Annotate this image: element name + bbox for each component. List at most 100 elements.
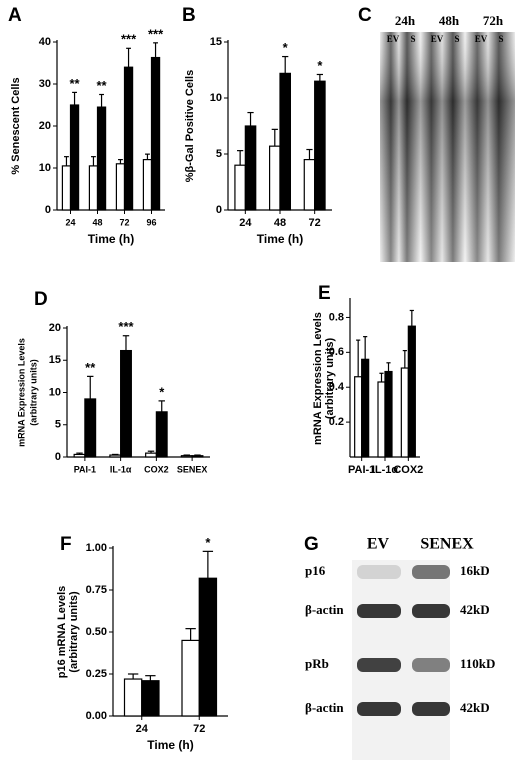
y-axis-label: % Senescent Cells — [10, 77, 22, 174]
size-label: 110kD — [460, 656, 495, 671]
y-tick-label: 0.75 — [86, 584, 107, 596]
bar — [354, 376, 363, 458]
x-tick-label: 48 — [274, 217, 286, 229]
x-tick-label: SENEX — [177, 464, 208, 474]
x-tick-label: IL-1α — [372, 464, 399, 476]
bar — [145, 452, 157, 458]
y-tick-label: 10 — [49, 386, 61, 398]
bar — [191, 455, 204, 458]
blot-band — [357, 702, 401, 716]
x-axis-label: Time (h) — [257, 232, 303, 246]
chart: B 0 5 10 15 24 48 * 72 * Time (h) %β-Gal Positive C… — [182, 5, 332, 246]
y-tick-label: 10 — [39, 162, 51, 174]
x-tick-label: COX2 — [144, 464, 169, 474]
significance: ** — [96, 78, 107, 93]
bar — [377, 381, 386, 458]
y-tick-label: 0 — [55, 451, 61, 463]
significance: ** — [69, 76, 80, 91]
significance: *** — [121, 32, 137, 47]
blot-band — [412, 604, 450, 618]
y-axis-label: (arbitrary units) — [68, 591, 80, 673]
x-tick-label: 72 — [193, 723, 205, 735]
y-tick-label: 15 — [210, 36, 222, 48]
chart: F 0.00 0.25 0.50 0.75 1.00 24 72 * Time (h) p16 mR… — [56, 534, 228, 752]
chart: A 0 10 20 30 40 24 ** 48 ** 72 *** 96 *** Time (h) % Se… — [8, 5, 165, 246]
row-label: p16 — [305, 563, 326, 578]
y-axis-label: p16 mRNA Levels — [56, 586, 68, 679]
bar — [120, 349, 132, 458]
x-axis-label: Time (h) — [88, 232, 134, 246]
bar — [384, 370, 393, 458]
significance: * — [159, 384, 165, 399]
lane-label: EV — [475, 34, 488, 44]
x-tick-label: 24 — [65, 217, 75, 227]
bar — [123, 678, 143, 717]
panel-label: D — [34, 289, 48, 310]
y-axis-label: mRNA Expression Levels — [312, 312, 324, 445]
bar — [155, 411, 168, 458]
x-tick-label: 24 — [136, 723, 149, 735]
bar — [73, 453, 86, 458]
y-tick-label: 0.2 — [329, 416, 344, 428]
x-tick-label: 48 — [92, 217, 102, 227]
panel-label: C — [358, 5, 372, 26]
bar — [109, 454, 122, 458]
x-tick-label: 72 — [309, 217, 321, 229]
y-tick-label: 10 — [210, 92, 222, 104]
y-tick-label: 0.50 — [86, 626, 107, 638]
row-label: pRb — [305, 656, 329, 671]
x-tick-label: 24 — [239, 217, 252, 229]
y-axis-label: %β-Gal Positive Cells — [184, 70, 196, 182]
x-tick-label: IL-1α — [110, 464, 132, 474]
time-label: 48h — [439, 13, 460, 28]
x-tick-label: PAI-1 — [348, 464, 375, 476]
blot-band — [357, 604, 401, 618]
size-label: 16kD — [460, 563, 490, 578]
bar — [96, 106, 107, 211]
y-tick-label: 5 — [216, 148, 222, 160]
lane-label: S — [498, 34, 503, 44]
y-tick-label: 0.25 — [86, 668, 107, 680]
bar — [142, 159, 153, 211]
panel-label: A — [8, 5, 22, 26]
size-label: 42kD — [460, 602, 490, 617]
group-label: SENEX — [420, 536, 474, 553]
lane-label: S — [454, 34, 459, 44]
blot-band — [412, 702, 450, 716]
time-label: 24h — [395, 13, 416, 28]
bar — [244, 125, 257, 211]
gel-image — [380, 32, 515, 262]
bar — [198, 577, 218, 717]
panel-label: F — [60, 534, 72, 555]
bar — [234, 164, 246, 211]
y-tick-label: 0 — [45, 204, 51, 216]
y-tick-label: 0.8 — [329, 311, 344, 323]
blot-band — [357, 565, 401, 579]
bar — [84, 398, 97, 458]
y-tick-label: 0.00 — [86, 710, 107, 722]
y-tick-label: 0.4 — [329, 381, 345, 393]
y-tick-label: 40 — [39, 36, 51, 48]
y-axis-label: (arbitrary units) — [28, 359, 38, 426]
y-tick-label: 20 — [39, 120, 51, 132]
bar — [141, 680, 160, 717]
bar — [279, 72, 291, 211]
lane-label: S — [410, 34, 415, 44]
row-label: β-actin — [305, 700, 344, 715]
bar — [181, 639, 200, 717]
blot-band — [357, 658, 401, 672]
significance: ** — [85, 360, 96, 375]
bar — [269, 145, 281, 211]
y-tick-label: 15 — [49, 354, 61, 366]
blot-band — [412, 565, 450, 579]
y-tick-label: 0.6 — [329, 346, 344, 358]
y-tick-label: 30 — [39, 78, 51, 90]
chart: D 0 5 10 15 20 PAI-1 ** IL-1α *** COX2 * SENEX mRNA E… — [16, 289, 210, 474]
y-tick-label: 0 — [216, 204, 222, 216]
bar — [314, 80, 326, 211]
significance: *** — [118, 319, 134, 334]
y-axis-label: (arbitrary units) — [324, 338, 336, 420]
x-tick-label: PAI-1 — [74, 464, 96, 474]
